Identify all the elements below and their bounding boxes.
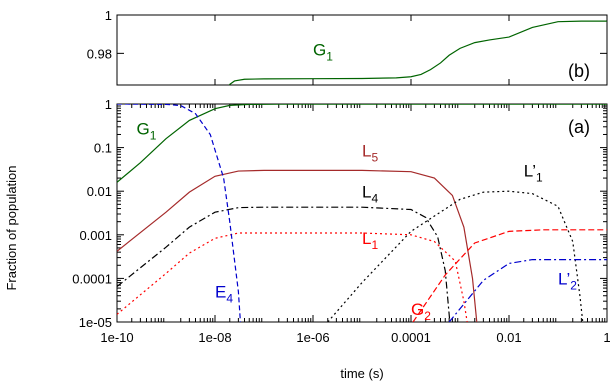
- panel-b-label-g1: G1: [313, 40, 333, 63]
- panel-b-tag: (b): [568, 61, 590, 81]
- panel-a-curve-labels: G1 L5 L4 L1 E4 L’1 G2 L’2: [136, 119, 577, 322]
- panel-a-y-ticks: 1e-05 0.0001 0.001 0.01 0.1 1: [72, 97, 607, 330]
- panel-b-frame: [116, 14, 608, 86]
- panel-a-curve-l4: [117, 206, 451, 322]
- panel-a-curve-l1-prime: [327, 190, 584, 322]
- x-axis-label: time (s): [340, 366, 383, 381]
- panel-b: 0.98 1 G1 (b): [87, 8, 608, 86]
- panel-a-curves: [117, 104, 607, 322]
- x-tick-label: 1e-10: [100, 330, 133, 345]
- panel-a-label-l5: L5: [362, 142, 378, 165]
- panel-a-label-l1: L1: [362, 229, 378, 252]
- y-tick-label: 0.01: [87, 184, 112, 199]
- y-tick-label: 0.001: [79, 228, 112, 243]
- panel-a-frame: [116, 103, 608, 323]
- panel-b-curves: [228, 20, 607, 85]
- panel-a-curve-g1: [117, 104, 607, 183]
- y-axis-label: Fraction of population: [4, 165, 19, 290]
- x-tick-label: 1e-06: [296, 330, 329, 345]
- x-tick-label: 0.0001: [391, 330, 431, 345]
- panel-b-curve-labels: G1: [313, 40, 333, 63]
- panel-b-curve-g1: [228, 20, 607, 85]
- x-tick-label: 1: [603, 330, 610, 345]
- panel-a-label-g1: G1: [136, 119, 156, 142]
- panel-a-curve-l1: [117, 232, 468, 322]
- x-tick-label: 1e-08: [198, 330, 231, 345]
- panel-b-y-ticks: 0.98 1: [87, 8, 607, 61]
- x-tick-label: 0.01: [496, 330, 521, 345]
- panel-a-label-l2-prime: L’2: [558, 269, 577, 292]
- panel-a-curve-e4: [117, 104, 242, 322]
- panel-a-label-g2: G2: [411, 300, 431, 323]
- panel-b-y-tick-label: 1: [105, 8, 112, 23]
- panel-a: 1e-10 1e-08 1e-06 0.0001 0.01 1 1e-05 0.0001 0.…: [72, 15, 611, 345]
- panel-a-tag: (a): [568, 117, 590, 137]
- y-tick-label: 0.0001: [72, 271, 112, 286]
- y-tick-label: 0.1: [94, 141, 112, 156]
- panel-a-label-l4: L4: [362, 182, 378, 205]
- y-tick-label: 1e-05: [79, 315, 112, 330]
- panel-a-curve-l2-prime: [448, 258, 607, 322]
- panel-b-y-tick-label: 0.98: [87, 46, 112, 61]
- y-tick-label: 1: [105, 97, 112, 112]
- panel-a-label-e4: E4: [215, 283, 233, 306]
- panel-a-curve-g2: [412, 229, 607, 322]
- panel-a-label-l1-prime: L’1: [524, 161, 543, 184]
- panel-a-curve-l5: [117, 169, 478, 322]
